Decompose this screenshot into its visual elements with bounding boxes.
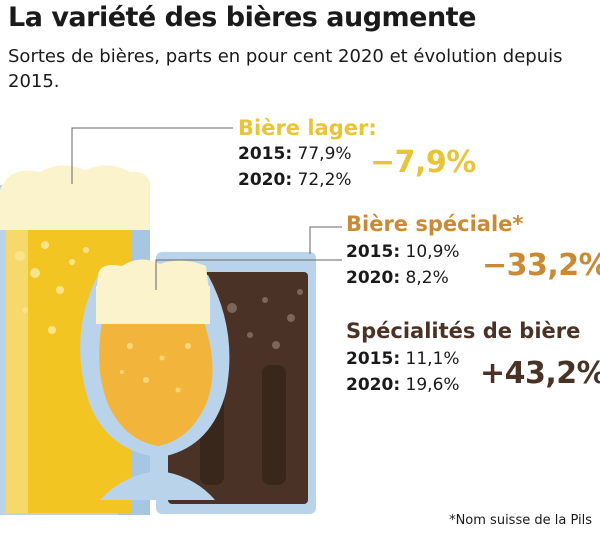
specialites-2020-year: 2020: — [346, 375, 401, 395]
specialites-2020-row: 2020: 19,6% — [346, 375, 460, 395]
lager-2020-row: 2020: 72,2% — [238, 170, 352, 190]
specialites-2015-value: 11,1% — [405, 349, 460, 369]
speciale-change: −33,2% — [482, 248, 600, 283]
speciale-2015-year: 2015: — [346, 242, 401, 262]
specialites-label: Spécialités de bière — [346, 319, 581, 343]
lager-2015-value: 77,9% — [297, 144, 352, 164]
lager-2015-year: 2015: — [238, 144, 293, 164]
lager-2020-value: 72,2% — [297, 170, 352, 190]
leader-lines — [71, 127, 342, 290]
lager-label: Bière lager: — [238, 116, 377, 140]
footnote: *Nom suisse de la Pils — [449, 513, 592, 528]
speciale-2015-value: 10,9% — [405, 242, 460, 262]
lager-2020-year: 2020: — [238, 170, 293, 190]
lager-2015-row: 2015: 77,9% — [238, 144, 352, 164]
lager-glass-icon — [0, 165, 150, 515]
specialites-2015-row: 2015: 11,1% — [346, 349, 460, 369]
speciale-2015-row: 2015: 10,9% — [346, 242, 460, 262]
speciale-2020-year: 2020: — [346, 268, 401, 288]
chart-title: La variété des bières augmente — [8, 2, 476, 33]
goblet-glass-icon — [80, 259, 230, 500]
chart-subtitle: Sortes de bières, parts en pour cent 202… — [8, 46, 563, 92]
specialites-change: +43,2% — [480, 356, 600, 391]
speciale-label: Bière spéciale* — [346, 212, 524, 236]
specialites-2020-value: 19,6% — [405, 375, 460, 395]
specialites-2015-year: 2015: — [346, 349, 401, 369]
speciale-2020-row: 2020: 8,2% — [346, 268, 449, 288]
speciale-2020-value: 8,2% — [405, 268, 449, 288]
lager-change: −7,9% — [370, 145, 476, 180]
